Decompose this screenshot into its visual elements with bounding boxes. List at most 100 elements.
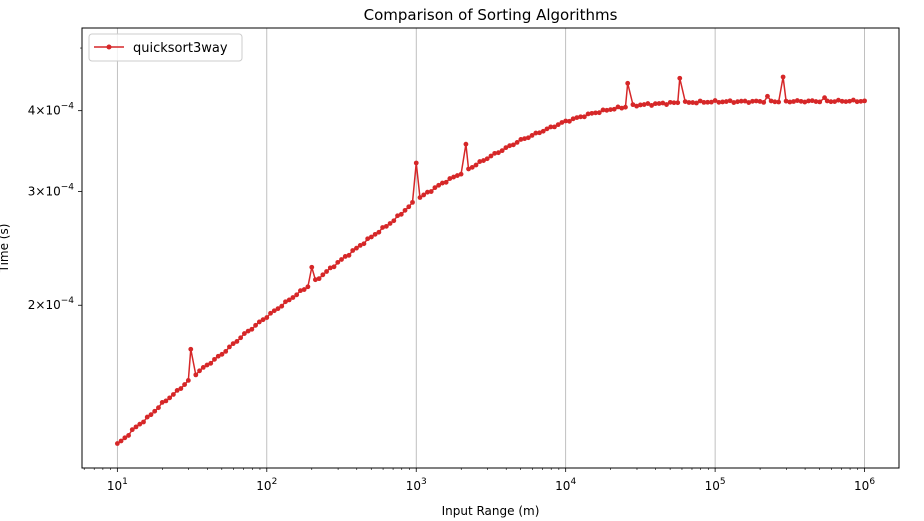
data-point [772, 99, 778, 105]
data-point [182, 382, 188, 387]
data-point [727, 98, 733, 104]
data-point [200, 365, 206, 370]
data-point [641, 102, 647, 107]
spike-point [188, 346, 194, 352]
data-point [608, 107, 613, 113]
data-point [596, 110, 602, 116]
data-point [469, 164, 475, 170]
data-point [843, 99, 849, 105]
data-point [638, 102, 643, 108]
data-point [555, 122, 561, 128]
data-point [260, 317, 266, 323]
data-point [503, 145, 509, 151]
legend-box [88, 33, 243, 62]
data-point [163, 398, 169, 404]
spike-point [765, 93, 770, 99]
data-point [615, 104, 621, 110]
legend-marker-swatch [106, 44, 112, 50]
data-point [514, 140, 520, 145]
data-point [253, 322, 258, 328]
data-point [548, 124, 554, 130]
data-point [484, 156, 490, 162]
spike-point [413, 160, 419, 166]
data-point [750, 98, 755, 104]
x-tick-label: 106 [854, 477, 875, 493]
data-point [634, 103, 640, 109]
data-point [757, 99, 763, 104]
series-quicksort3way [114, 74, 867, 446]
data-point [391, 218, 397, 224]
data-point [645, 101, 651, 106]
data-point [806, 98, 811, 104]
data-point [720, 99, 725, 105]
data-point [510, 142, 516, 148]
data-point [230, 341, 236, 347]
data-point [227, 344, 232, 350]
data-point [496, 150, 501, 156]
data-point [312, 277, 318, 283]
data-point [813, 99, 819, 104]
data-point [525, 135, 531, 141]
data-point [611, 106, 617, 112]
data-point [492, 150, 498, 156]
data-point [327, 265, 333, 271]
data-point [466, 166, 471, 172]
data-point [731, 100, 737, 105]
data-point [735, 99, 740, 105]
data-point [660, 100, 666, 106]
data-point [212, 356, 217, 362]
data-point [316, 276, 322, 282]
data-point [794, 98, 800, 103]
data-point [499, 148, 505, 154]
data-point [802, 99, 808, 105]
data-point [197, 368, 202, 374]
data-point [862, 98, 867, 104]
data-point [129, 427, 135, 433]
data-point [723, 99, 729, 104]
data-point [428, 189, 434, 194]
plot-frame [81, 27, 900, 469]
data-point [219, 351, 225, 357]
data-point [570, 116, 576, 122]
data-point [421, 192, 427, 198]
data-point [824, 98, 830, 104]
data-point [682, 99, 688, 104]
y-tick-label: 2×10−4 [28, 296, 75, 312]
data-point [361, 241, 367, 247]
data-point [406, 204, 412, 210]
data-point [854, 99, 860, 105]
data-point [652, 101, 658, 107]
data-point [600, 107, 606, 113]
data-point [305, 284, 311, 290]
data-point [649, 103, 655, 108]
data-point [839, 98, 845, 104]
data-point [268, 310, 273, 316]
data-point [241, 331, 247, 336]
data-point [185, 378, 191, 383]
x-tick-label: 105 [705, 477, 726, 493]
data-point [137, 421, 143, 427]
data-point [540, 128, 546, 134]
data-point [690, 100, 696, 105]
data-point [156, 405, 161, 411]
spike-point [780, 74, 786, 80]
data-point [847, 98, 853, 104]
data-point [238, 335, 244, 341]
data-point [589, 110, 595, 116]
y-axis: 2×10−4 3×10−4 4×10−4 [28, 47, 82, 312]
x-tick-label: 103 [406, 477, 427, 493]
data-point [365, 236, 371, 242]
x-tick-label: 101 [107, 477, 128, 493]
x-tick-label: 102 [256, 477, 277, 493]
data-point [271, 308, 277, 314]
data-point [768, 98, 774, 104]
data-point [694, 100, 699, 106]
data-point [708, 99, 714, 105]
data-point [593, 110, 598, 116]
data-point [170, 392, 176, 397]
data-point [473, 162, 479, 168]
data-point [159, 400, 165, 405]
spike-point [625, 80, 631, 86]
data-point [320, 272, 326, 278]
